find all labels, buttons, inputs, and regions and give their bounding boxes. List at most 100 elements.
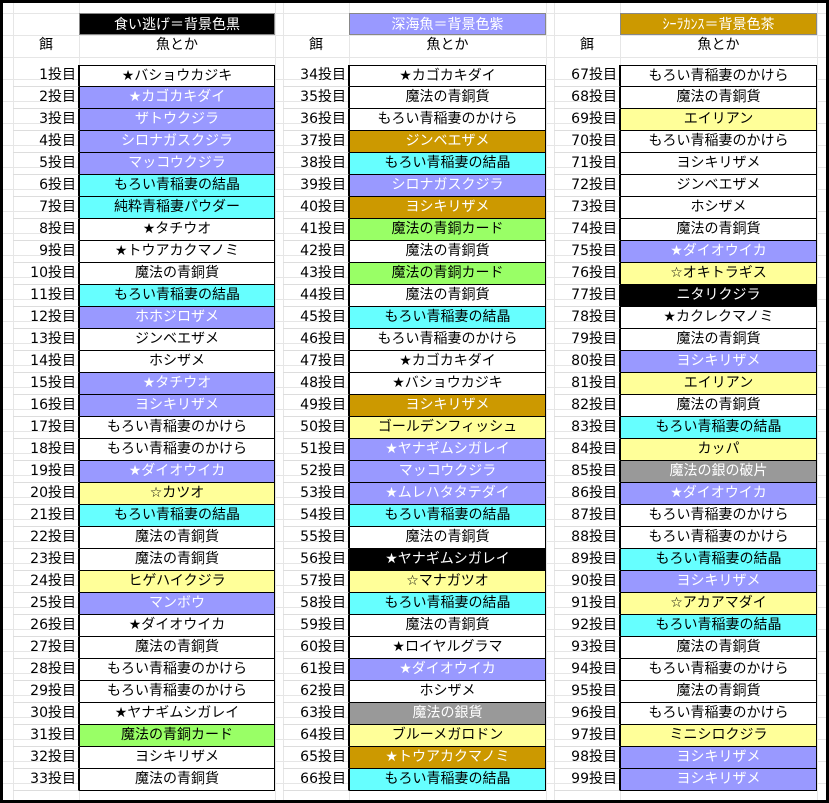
catch-cell: 魔法の青銅貨 (79, 769, 275, 791)
cast-number: 21投目 (13, 505, 79, 527)
cast-number: 55投目 (283, 527, 349, 549)
catch-cell: もろい青稲妻のかけら (79, 417, 275, 439)
catch-cell: ヒゲハイクジラ (79, 571, 275, 593)
cast-number: 64投目 (283, 725, 349, 747)
catch-cell: ★ダイオウイカ (349, 659, 546, 681)
cast-number: 66投目 (283, 769, 349, 791)
catch-cell: もろい青稲妻の結晶 (620, 549, 817, 571)
catch-cell: ヨシキリザメ (620, 769, 817, 791)
catch-cell: 魔法の青銅貨 (349, 241, 546, 263)
cast-number: 3投目 (13, 109, 79, 131)
cast-number: 17投目 (13, 417, 79, 439)
cast-number: 75投目 (554, 241, 620, 263)
cast-number: 23投目 (13, 549, 79, 571)
cast-number: 87投目 (554, 505, 620, 527)
catch-cell: もろい青稲妻の結晶 (79, 285, 275, 307)
header-bait: 餌 (580, 37, 594, 53)
cast-number: 86投目 (554, 483, 620, 505)
header-bait: 餌 (39, 37, 53, 53)
gridline (3, 35, 826, 36)
cast-number: 84投目 (554, 439, 620, 461)
catch-cell: マンボウ (79, 593, 275, 615)
cast-number: 47投目 (283, 351, 349, 373)
cast-number: 43投目 (283, 263, 349, 285)
catch-cell: ★カゴカキダイ (79, 87, 275, 109)
catch-cell: もろい青稲妻の結晶 (349, 769, 546, 791)
header-fish: 魚とか (426, 37, 469, 53)
cast-number: 98投目 (554, 747, 620, 769)
cast-number: 40投目 (283, 197, 349, 219)
cast-number: 58投目 (283, 593, 349, 615)
cast-number: 2投目 (13, 87, 79, 109)
catch-cell: ☆オキトラギス (620, 263, 817, 285)
catch-cell: もろい青稲妻の結晶 (349, 153, 546, 175)
catch-cell: もろい青稲妻のかけら (349, 329, 546, 351)
cast-number: 10投目 (13, 263, 79, 285)
legend-purple: 深海魚＝背景色紫 (349, 13, 546, 35)
cast-number: 37投目 (283, 131, 349, 153)
cast-number: 42投目 (283, 241, 349, 263)
cast-number: 24投目 (13, 571, 79, 593)
catch-cell: マッコウクジラ (349, 461, 546, 483)
catch-cell: 魔法の青銅貨 (620, 87, 817, 109)
header-bait: 餌 (309, 37, 323, 53)
catch-cell: 魔法の青銅貨 (349, 87, 546, 109)
cast-number: 18投目 (13, 439, 79, 461)
gridline (546, 3, 547, 800)
cast-number: 76投目 (554, 263, 620, 285)
cast-number: 95投目 (554, 681, 620, 703)
cast-number: 12投目 (13, 307, 79, 329)
cast-number: 96投目 (554, 703, 620, 725)
cast-number: 36投目 (283, 109, 349, 131)
cast-number: 20投目 (13, 483, 79, 505)
catch-cell: ★ダイオウイカ (79, 461, 275, 483)
catch-cell: ★タチウオ (79, 219, 275, 241)
catch-cell: ホホジロザメ (79, 307, 275, 329)
catch-cell: もろい青稲妻のかけら (620, 703, 817, 725)
cast-number: 39投目 (283, 175, 349, 197)
catch-cell: 魔法の銀の破片 (620, 461, 817, 483)
catch-cell: 魔法の青銅貨 (620, 219, 817, 241)
cast-number: 90投目 (554, 571, 620, 593)
gridline (283, 3, 284, 800)
catch-cell: もろい青稲妻のかけら (620, 65, 817, 87)
cast-number: 63投目 (283, 703, 349, 725)
gridline (554, 3, 555, 800)
cast-number: 50投目 (283, 417, 349, 439)
catch-cell: もろい青稲妻の結晶 (349, 307, 546, 329)
cast-number: 71投目 (554, 153, 620, 175)
catch-cell: ☆アカアマダイ (620, 593, 817, 615)
cast-number: 45投目 (283, 307, 349, 329)
cast-number: 25投目 (13, 593, 79, 615)
catch-cell: 魔法の青銅貨 (79, 549, 275, 571)
catch-cell: 魔法の青銅貨 (349, 527, 546, 549)
cast-number: 81投目 (554, 373, 620, 395)
cast-number: 57投目 (283, 571, 349, 593)
cast-number: 74投目 (554, 219, 620, 241)
cast-number: 89投目 (554, 549, 620, 571)
cast-number: 80投目 (554, 351, 620, 373)
catch-cell: もろい青稲妻のかけら (79, 439, 275, 461)
catch-cell: 魔法の青銅カード (79, 725, 275, 747)
gridline (13, 3, 14, 800)
cast-number: 30投目 (13, 703, 79, 725)
cast-number: 88投目 (554, 527, 620, 549)
cast-number: 61投目 (283, 659, 349, 681)
header-fish: 魚とか (156, 37, 198, 53)
cast-number: 78投目 (554, 307, 620, 329)
catch-cell: ★バショウカジキ (349, 373, 546, 395)
cast-number: 6投目 (13, 175, 79, 197)
legend-gold: ｼｰﾗｶﾝｽ＝背景色茶 (620, 13, 817, 35)
cast-number: 29投目 (13, 681, 79, 703)
cast-number: 9投目 (13, 241, 79, 263)
cast-number: 68投目 (554, 87, 620, 109)
cast-number: 82投目 (554, 395, 620, 417)
cast-number: 67投目 (554, 65, 620, 87)
cast-number: 60投目 (283, 637, 349, 659)
gridline (3, 57, 826, 58)
cast-number: 52投目 (283, 461, 349, 483)
catch-cell: もろい青稲妻のかけら (79, 659, 275, 681)
catch-cell: マッコウクジラ (79, 153, 275, 175)
cast-number: 4投目 (13, 131, 79, 153)
cast-number: 65投目 (283, 747, 349, 769)
